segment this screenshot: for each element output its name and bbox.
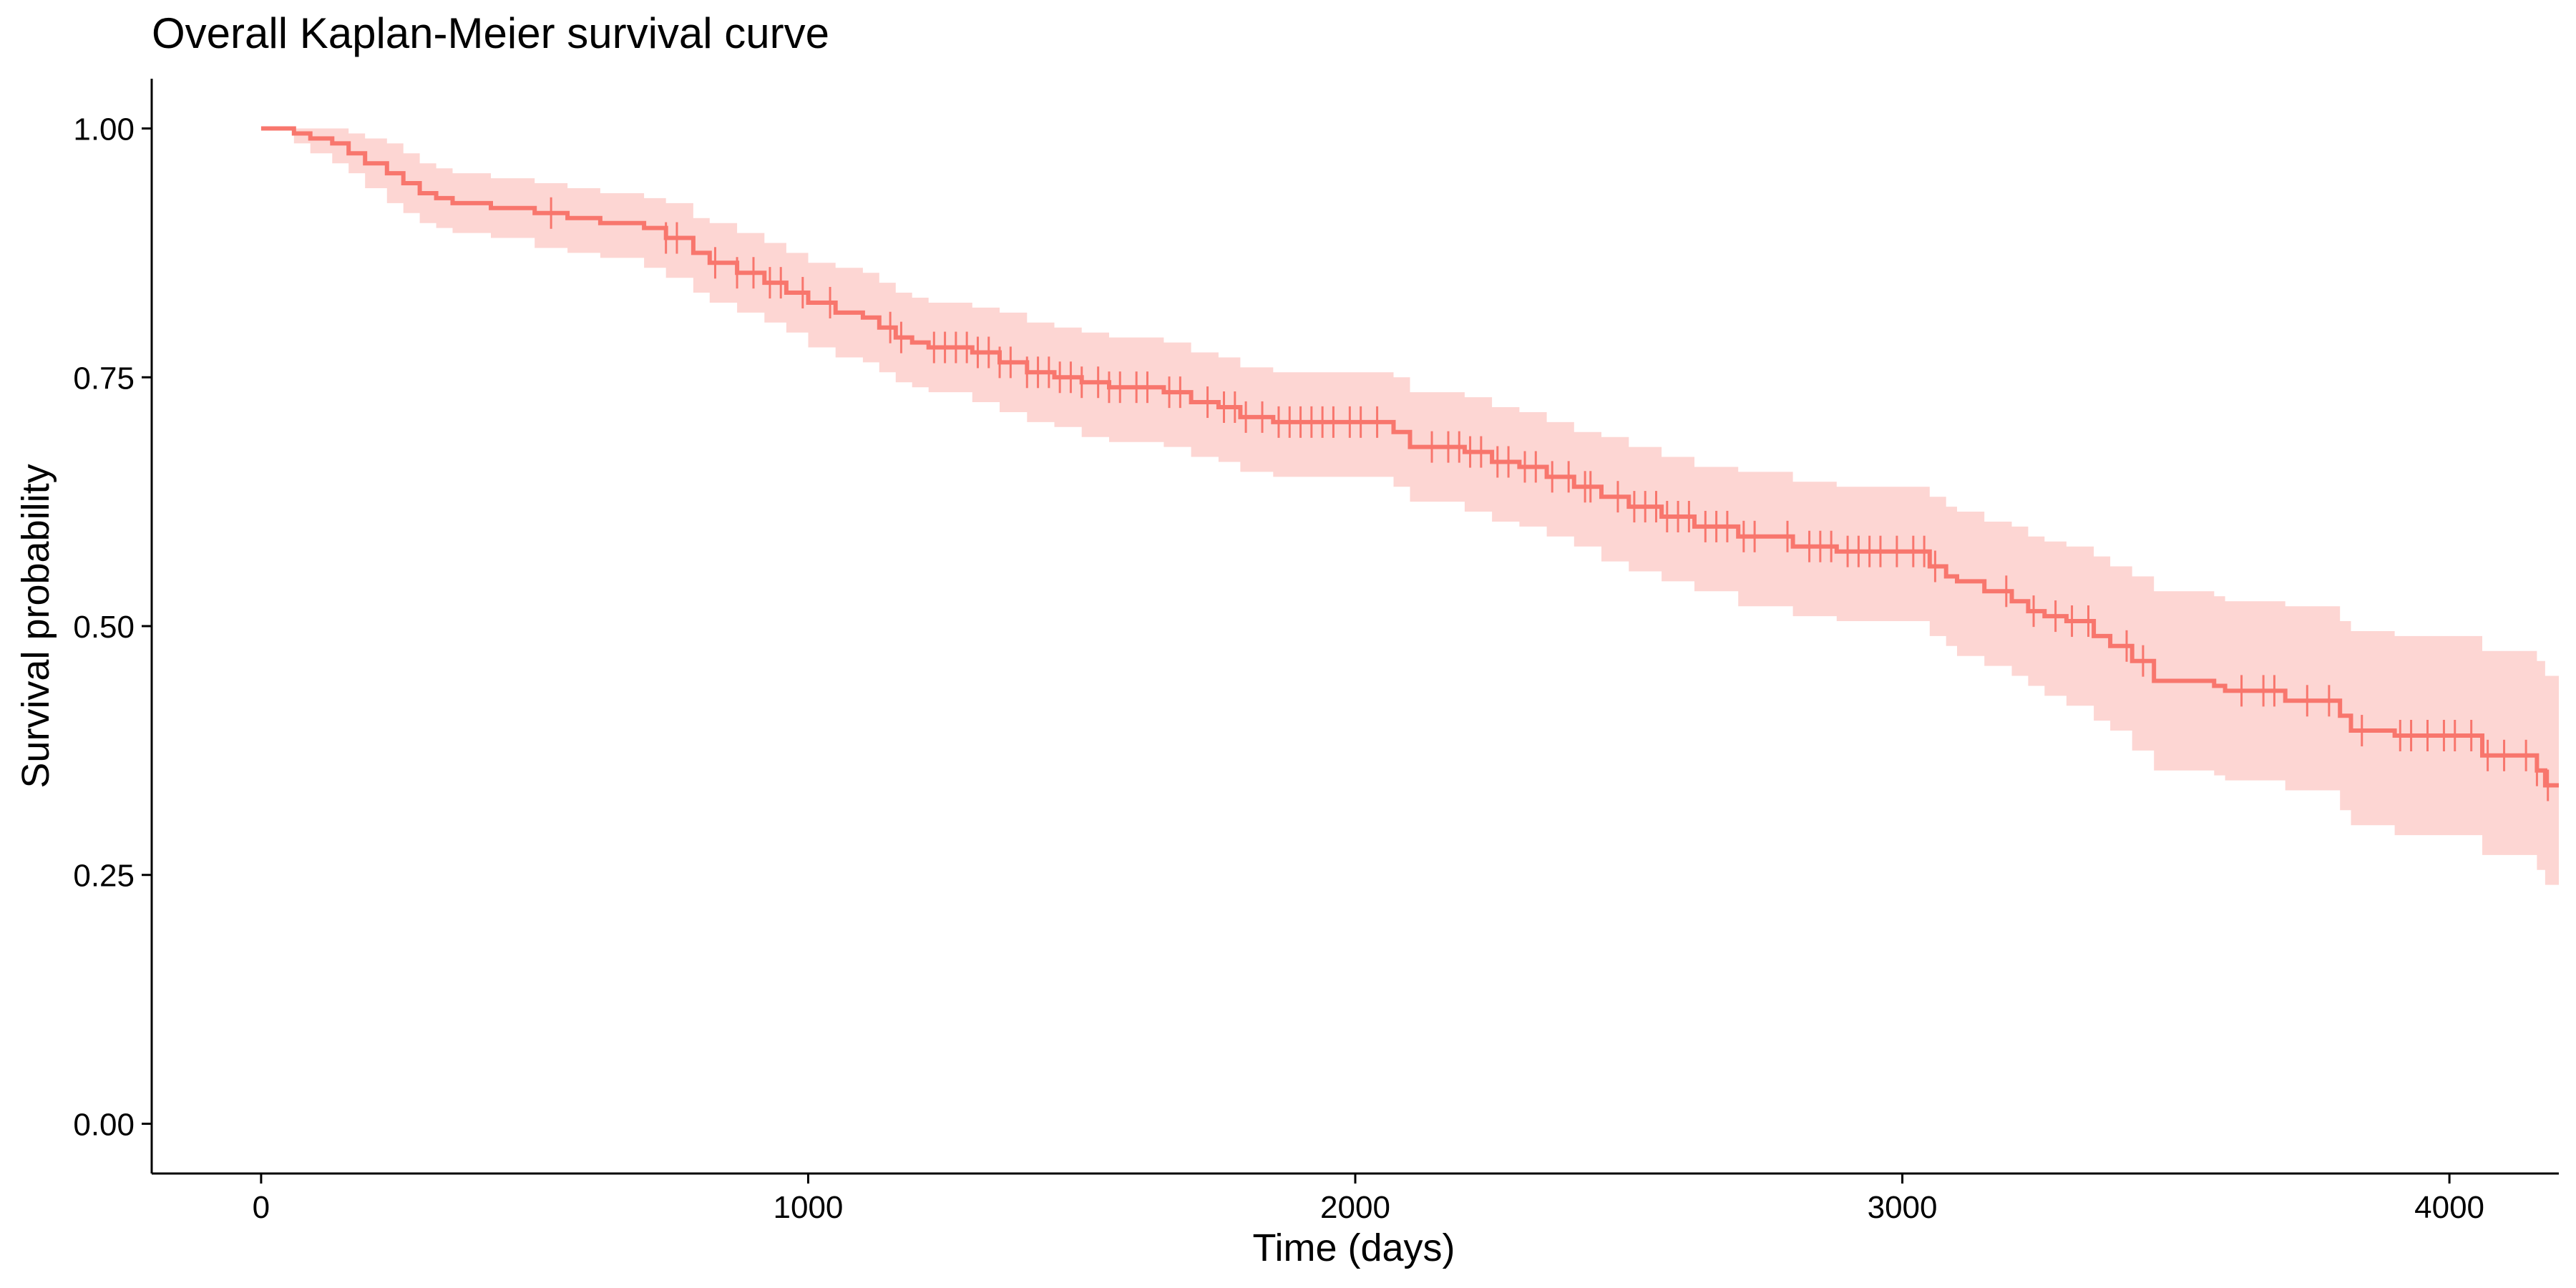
x-tick-label: 2000	[1320, 1190, 1390, 1225]
x-tick-label: 1000	[774, 1190, 844, 1225]
x-tick-label: 3000	[1868, 1190, 1938, 1225]
y-tick-label: 0.75	[73, 361, 135, 396]
y-tick-label: 0.50	[73, 610, 135, 645]
x-tick-label: 4000	[2414, 1190, 2484, 1225]
x-tick-label: 0	[253, 1190, 270, 1225]
survival-curve	[260, 126, 2559, 788]
confidence-band-layer	[260, 128, 2560, 885]
survival-curve-layer	[260, 126, 2559, 788]
x-axis-title: Time (days)	[1252, 1226, 1455, 1269]
y-tick-label: 0.25	[73, 859, 135, 894]
chart-title: Overall Kaplan-Meier survival curve	[152, 9, 829, 57]
y-tick-label: 0.00	[73, 1107, 135, 1142]
y-tick-label: 1.00	[73, 112, 135, 147]
censor-marks-layer	[550, 197, 2550, 801]
y-axis-title: Survival probability	[14, 464, 57, 788]
confidence-band	[260, 128, 2560, 885]
axes-layer: 0 1000 2000 3000 4000 0.00 0.25 0.50 0.75 1.00	[73, 79, 2559, 1225]
